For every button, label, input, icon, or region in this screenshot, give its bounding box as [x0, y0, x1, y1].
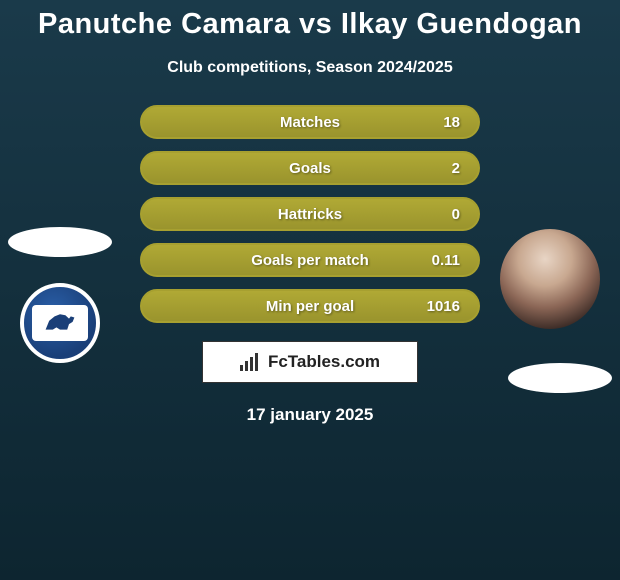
stat-row: Goals per match 0.11	[140, 243, 480, 277]
subtitle: Club competitions, Season 2024/2025	[0, 59, 620, 77]
stat-label: Matches	[220, 114, 400, 131]
stat-label: Goals per match	[220, 252, 400, 269]
club-badge-icon	[20, 283, 100, 363]
stat-row: Goals 2	[140, 151, 480, 185]
stat-label: Min per goal	[220, 298, 400, 315]
stat-right-value: 2	[400, 160, 460, 177]
stat-label: Goals	[220, 160, 400, 177]
player-left-badge	[20, 283, 120, 373]
stat-right-value: 1016	[400, 298, 460, 315]
stat-right-value: 0.11	[400, 252, 460, 269]
stat-label: Hattricks	[220, 206, 400, 223]
player-right-photo	[500, 229, 600, 329]
stat-row: Hattricks 0	[140, 197, 480, 231]
stats-area: Matches 18 Goals 2 Hattricks 0 Goals per…	[0, 105, 620, 323]
source-logo[interactable]: FcTables.com	[202, 341, 418, 383]
date-label: 17 january 2025	[0, 405, 620, 425]
comparison-card: Panutche Camara vs Ilkay Guendogan Club …	[0, 0, 620, 425]
logo-text: FcTables.com	[268, 352, 380, 372]
player-right-oval	[508, 363, 612, 393]
player-left-oval	[8, 227, 112, 257]
stat-row: Matches 18	[140, 105, 480, 139]
chart-icon	[240, 353, 262, 371]
stat-right-value: 18	[400, 114, 460, 131]
stat-row: Min per goal 1016	[140, 289, 480, 323]
page-title: Panutche Camara vs Ilkay Guendogan	[0, 8, 620, 41]
stat-right-value: 0	[400, 206, 460, 223]
